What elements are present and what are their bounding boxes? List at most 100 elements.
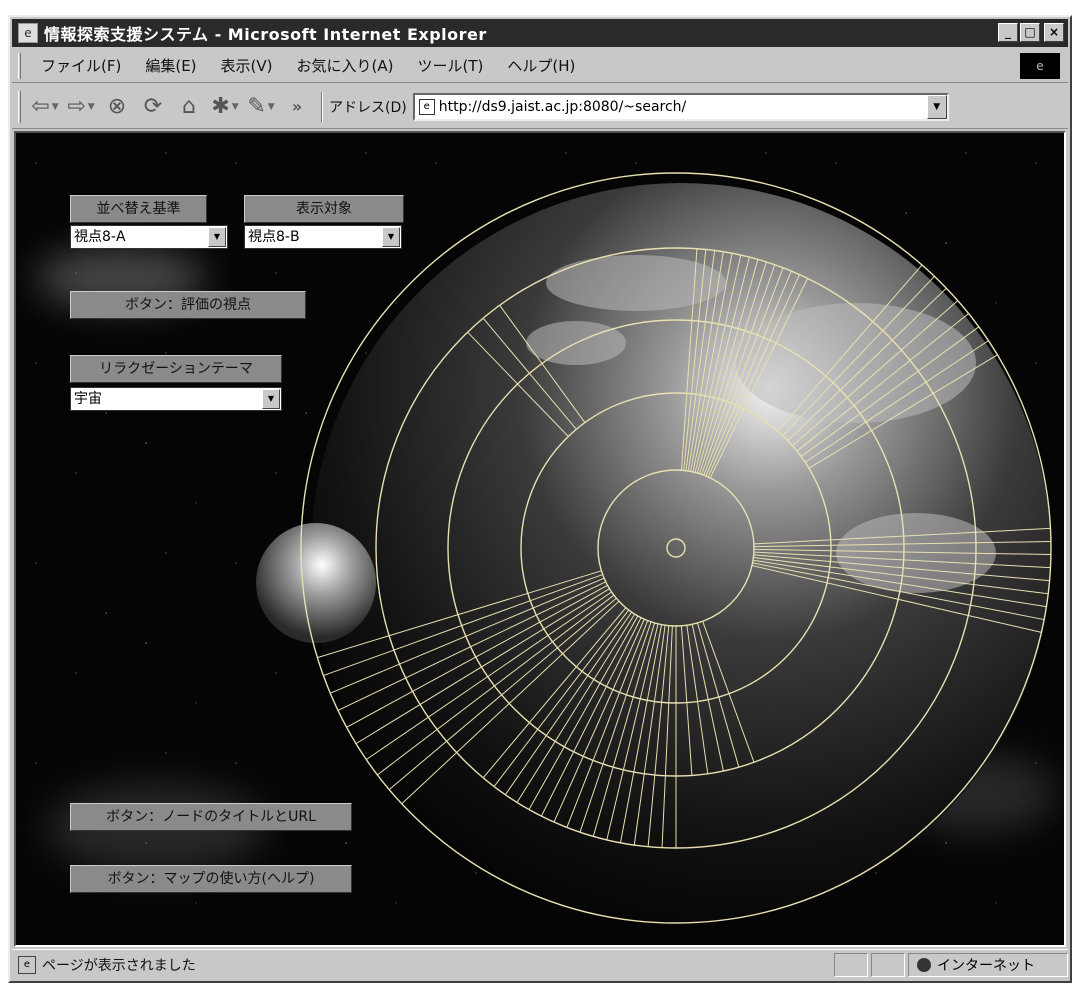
map-link-line[interactable] xyxy=(796,313,969,452)
map-link-line[interactable] xyxy=(467,331,569,437)
map-link-line[interactable] xyxy=(553,619,645,823)
throbber-logo: e xyxy=(1020,53,1060,79)
map-link-line[interactable] xyxy=(355,588,610,745)
map-link-line[interactable] xyxy=(690,253,733,472)
map-link-line[interactable] xyxy=(366,591,612,760)
menu-file[interactable]: ファイル(F) xyxy=(41,57,122,75)
node-title-url-button[interactable]: ボタン：ノードのタイトルとURL xyxy=(70,803,352,831)
map-link-line[interactable] xyxy=(753,551,1051,569)
map-link-line[interactable] xyxy=(752,562,1045,621)
map-link-line[interactable] xyxy=(499,305,586,423)
map-link-line[interactable] xyxy=(686,625,709,774)
chevron-down-icon[interactable]: ▼ xyxy=(382,227,400,247)
map-link-line[interactable] xyxy=(694,256,750,473)
address-bar[interactable]: e http://ds9.jaist.ac.jp:8080/~search/ ▼ xyxy=(412,92,949,121)
map-link-line[interactable] xyxy=(680,248,698,471)
map-link-line[interactable] xyxy=(751,565,1042,633)
map-link-line[interactable] xyxy=(691,624,724,772)
information-map[interactable] xyxy=(16,133,1066,947)
map-link-line[interactable] xyxy=(346,584,608,728)
map-link-line[interactable] xyxy=(579,621,652,833)
home-button[interactable]: ⌂ xyxy=(173,91,205,123)
sort-criteria-select[interactable]: 視点8-A ▼ xyxy=(70,225,228,249)
map-link-line[interactable] xyxy=(317,570,602,659)
back-button[interactable]: ⇦ ▼ xyxy=(31,94,59,119)
stop-button[interactable]: ⊗ xyxy=(101,91,133,123)
map-link-line[interactable] xyxy=(702,621,755,763)
map-link-line[interactable] xyxy=(528,615,639,810)
map-link-line[interactable] xyxy=(516,613,636,803)
map-link-line[interactable] xyxy=(606,623,659,841)
map-link-line[interactable] xyxy=(800,326,980,457)
map-link-line[interactable] xyxy=(504,611,633,796)
map-link-line[interactable] xyxy=(592,622,655,837)
map-link-line[interactable] xyxy=(661,625,673,848)
chevron-down-icon[interactable]: ▼ xyxy=(208,227,226,247)
map-link-line[interactable] xyxy=(647,625,670,847)
refresh-button[interactable]: ⟳ xyxy=(137,91,169,123)
map-link-line[interactable] xyxy=(696,259,759,474)
map-link-line[interactable] xyxy=(782,275,935,437)
moon-image xyxy=(256,523,376,643)
map-link-line[interactable] xyxy=(808,354,998,469)
map-link-line[interactable] xyxy=(787,287,947,441)
globe-icon xyxy=(917,957,931,972)
map-link-line[interactable] xyxy=(753,540,1051,548)
edit-button[interactable]: ✎ ▼ xyxy=(247,94,275,119)
menu-tools[interactable]: ツール(T) xyxy=(417,57,484,75)
map-link-line[interactable] xyxy=(697,622,740,768)
map-link-line[interactable] xyxy=(337,581,606,711)
menu-help[interactable]: ヘルプ(H) xyxy=(507,57,576,75)
address-dropdown-icon[interactable]: ▼ xyxy=(926,94,947,119)
minimize-button[interactable]: _ xyxy=(998,23,1018,42)
map-link-line[interactable] xyxy=(377,594,615,776)
forward-button[interactable]: ⇨ ▼ xyxy=(67,94,95,119)
map-link-line[interactable] xyxy=(752,559,1047,608)
map-link-line[interactable] xyxy=(685,250,716,471)
map-link-line[interactable] xyxy=(753,557,1049,595)
relax-theme-select[interactable]: 宇宙 ▼ xyxy=(70,387,282,411)
map-link-line[interactable] xyxy=(753,527,1051,545)
map-link-line[interactable] xyxy=(493,609,630,787)
menu-view[interactable]: 表示(V) xyxy=(220,57,273,75)
map-link-line[interactable] xyxy=(323,574,603,677)
map-link-line[interactable] xyxy=(401,600,620,805)
messenger-button[interactable]: ✱ ▼ xyxy=(211,94,239,119)
map-link-line[interactable] xyxy=(566,620,649,828)
map-link-line[interactable] xyxy=(699,261,767,474)
menu-edit[interactable]: 編集(E) xyxy=(145,57,197,75)
map-link-line[interactable] xyxy=(703,267,784,476)
title-bar[interactable]: e 情報探索支援システム - Microsoft Internet Explor… xyxy=(12,19,1068,47)
close-button[interactable]: × xyxy=(1044,23,1064,42)
map-link-line[interactable] xyxy=(330,577,605,694)
map-link-line[interactable] xyxy=(683,249,707,471)
map-link-line[interactable] xyxy=(482,317,577,430)
map-link-line[interactable] xyxy=(753,554,1050,582)
map-link-line[interactable] xyxy=(482,607,627,779)
eval-viewpoint-button[interactable]: ボタン：評価の視点 xyxy=(70,291,306,319)
map-link-line[interactable] xyxy=(619,624,663,843)
maximize-button[interactable]: □ xyxy=(1020,23,1040,42)
toolbar-grip[interactable] xyxy=(18,90,21,123)
map-link-line[interactable] xyxy=(707,274,800,478)
menu-favorites[interactable]: お気に入り(A) xyxy=(296,57,394,75)
menu-grip[interactable] xyxy=(18,52,21,79)
map-link-line[interactable] xyxy=(705,270,792,477)
map-link-line[interactable] xyxy=(388,597,617,790)
map-links[interactable] xyxy=(317,248,1051,848)
map-link-line[interactable] xyxy=(687,251,724,472)
map-link-line[interactable] xyxy=(692,254,742,472)
map-link-line[interactable] xyxy=(753,548,1051,556)
toolbar-overflow-button[interactable]: » xyxy=(281,91,313,123)
map-link-line[interactable] xyxy=(633,625,666,846)
display-target-select[interactable]: 視点8-B ▼ xyxy=(244,225,402,249)
chevron-down-icon[interactable]: ▼ xyxy=(262,389,280,409)
map-link-line[interactable] xyxy=(777,264,923,432)
map-link-line[interactable] xyxy=(701,264,776,475)
map-link-line[interactable] xyxy=(709,278,808,479)
map-link-line[interactable] xyxy=(540,617,642,817)
map-link-line[interactable] xyxy=(680,625,693,776)
map-link-line[interactable] xyxy=(804,340,989,463)
map-help-button[interactable]: ボタン：マップの使い方(ヘルプ) xyxy=(70,865,352,893)
map-link-line[interactable] xyxy=(792,300,959,447)
